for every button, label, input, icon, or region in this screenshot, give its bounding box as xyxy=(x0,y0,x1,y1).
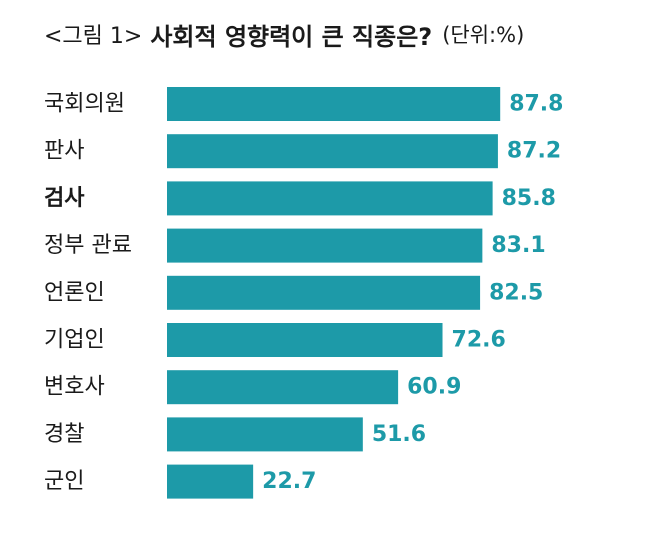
data-label: 51.6 xyxy=(372,422,426,447)
data-label: 87.8 xyxy=(509,92,563,117)
category-label: 경찰 xyxy=(44,422,84,447)
bar xyxy=(167,323,443,357)
unit-label: (단위:%) xyxy=(442,23,525,47)
bar xyxy=(167,134,498,169)
category-label: 변호사 xyxy=(44,375,105,400)
category-label: 판사 xyxy=(44,139,84,164)
bar xyxy=(167,275,481,310)
bar xyxy=(167,464,254,499)
data-label: 72.6 xyxy=(452,328,506,353)
figure-number: <그림 1> xyxy=(44,24,143,49)
category-label: 국회의원 xyxy=(44,92,125,117)
bar xyxy=(167,417,363,452)
category-label: 정부 관료 xyxy=(44,233,132,258)
bar xyxy=(167,87,501,121)
category-label: 기업인 xyxy=(44,328,105,353)
title-main: 사회적 영향력이 큰 직종은? xyxy=(150,22,433,51)
data-label: 87.2 xyxy=(507,139,561,164)
data-label: 22.7 xyxy=(262,469,316,494)
category-label: 언론인 xyxy=(44,280,105,305)
data-label: 85.8 xyxy=(502,186,556,211)
data-label: 60.9 xyxy=(407,375,461,400)
category-label: 군인 xyxy=(44,469,84,494)
chart-title: <그림 1> 사회적 영향력이 큰 직종은? (단위:%) xyxy=(44,14,524,54)
bar xyxy=(167,228,483,263)
bar xyxy=(167,370,399,405)
data-label: 82.5 xyxy=(489,280,543,305)
bar xyxy=(167,181,493,216)
data-label: 83.1 xyxy=(491,233,545,258)
category-label: 검사 xyxy=(44,186,85,211)
